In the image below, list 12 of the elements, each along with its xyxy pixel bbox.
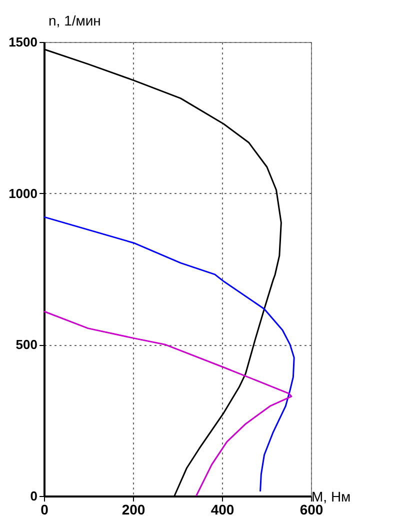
y-tick-label: 1000 [8, 186, 38, 201]
x-axis-title: M, Нм [312, 488, 351, 504]
x-tick-label: 0 [40, 502, 49, 518]
line-series [43, 310, 292, 497]
y-tick-label: 0 [30, 488, 38, 504]
x-tick-label: 400 [210, 502, 234, 518]
y-tick-label: 1500 [8, 34, 38, 50]
y-tick-label: 500 [16, 337, 38, 352]
x-tick-label: 200 [122, 502, 146, 518]
x-tick-label: 600 [300, 502, 324, 518]
y-axis-title: n, 1/мин [48, 12, 101, 28]
line-series [43, 216, 295, 492]
